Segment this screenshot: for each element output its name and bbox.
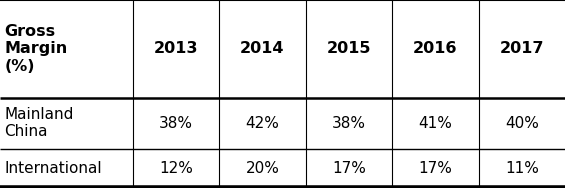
Text: 2017: 2017: [499, 41, 544, 56]
Text: 38%: 38%: [332, 116, 366, 131]
Text: 41%: 41%: [419, 116, 452, 131]
Text: Mainland
China: Mainland China: [5, 107, 74, 139]
Text: 2015: 2015: [327, 41, 371, 56]
Text: International: International: [5, 161, 102, 176]
Text: 42%: 42%: [246, 116, 279, 131]
Text: 11%: 11%: [505, 161, 538, 176]
Text: 2016: 2016: [413, 41, 458, 56]
Text: 40%: 40%: [505, 116, 538, 131]
Text: 17%: 17%: [419, 161, 452, 176]
Text: 2013: 2013: [154, 41, 198, 56]
Text: 17%: 17%: [332, 161, 366, 176]
Text: 2014: 2014: [240, 41, 285, 56]
Text: 38%: 38%: [159, 116, 193, 131]
Text: 12%: 12%: [159, 161, 193, 176]
Text: Gross
Margin
(%): Gross Margin (%): [5, 24, 68, 74]
Text: 20%: 20%: [246, 161, 279, 176]
